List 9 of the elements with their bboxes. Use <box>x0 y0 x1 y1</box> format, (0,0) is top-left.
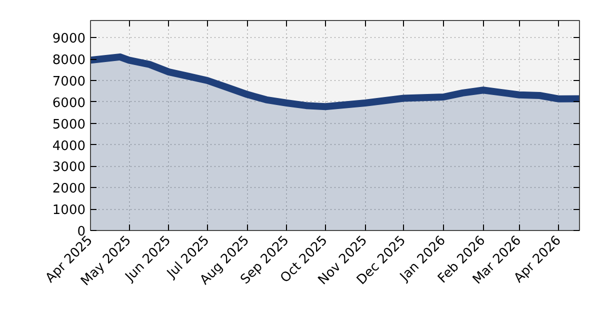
y-tick-label: 3000 <box>52 160 86 176</box>
y-tick-label: 4000 <box>52 138 86 154</box>
y-tick-label: 9000 <box>52 32 86 47</box>
y-tick-label: 8000 <box>52 53 86 68</box>
y-tick-label: 6000 <box>52 96 86 111</box>
y-tick-label: 1000 <box>52 203 86 218</box>
y-tick-label: 5000 <box>52 117 86 132</box>
y-tick-label: 2000 <box>52 182 86 197</box>
y-tick-label: 7000 <box>52 74 86 90</box>
